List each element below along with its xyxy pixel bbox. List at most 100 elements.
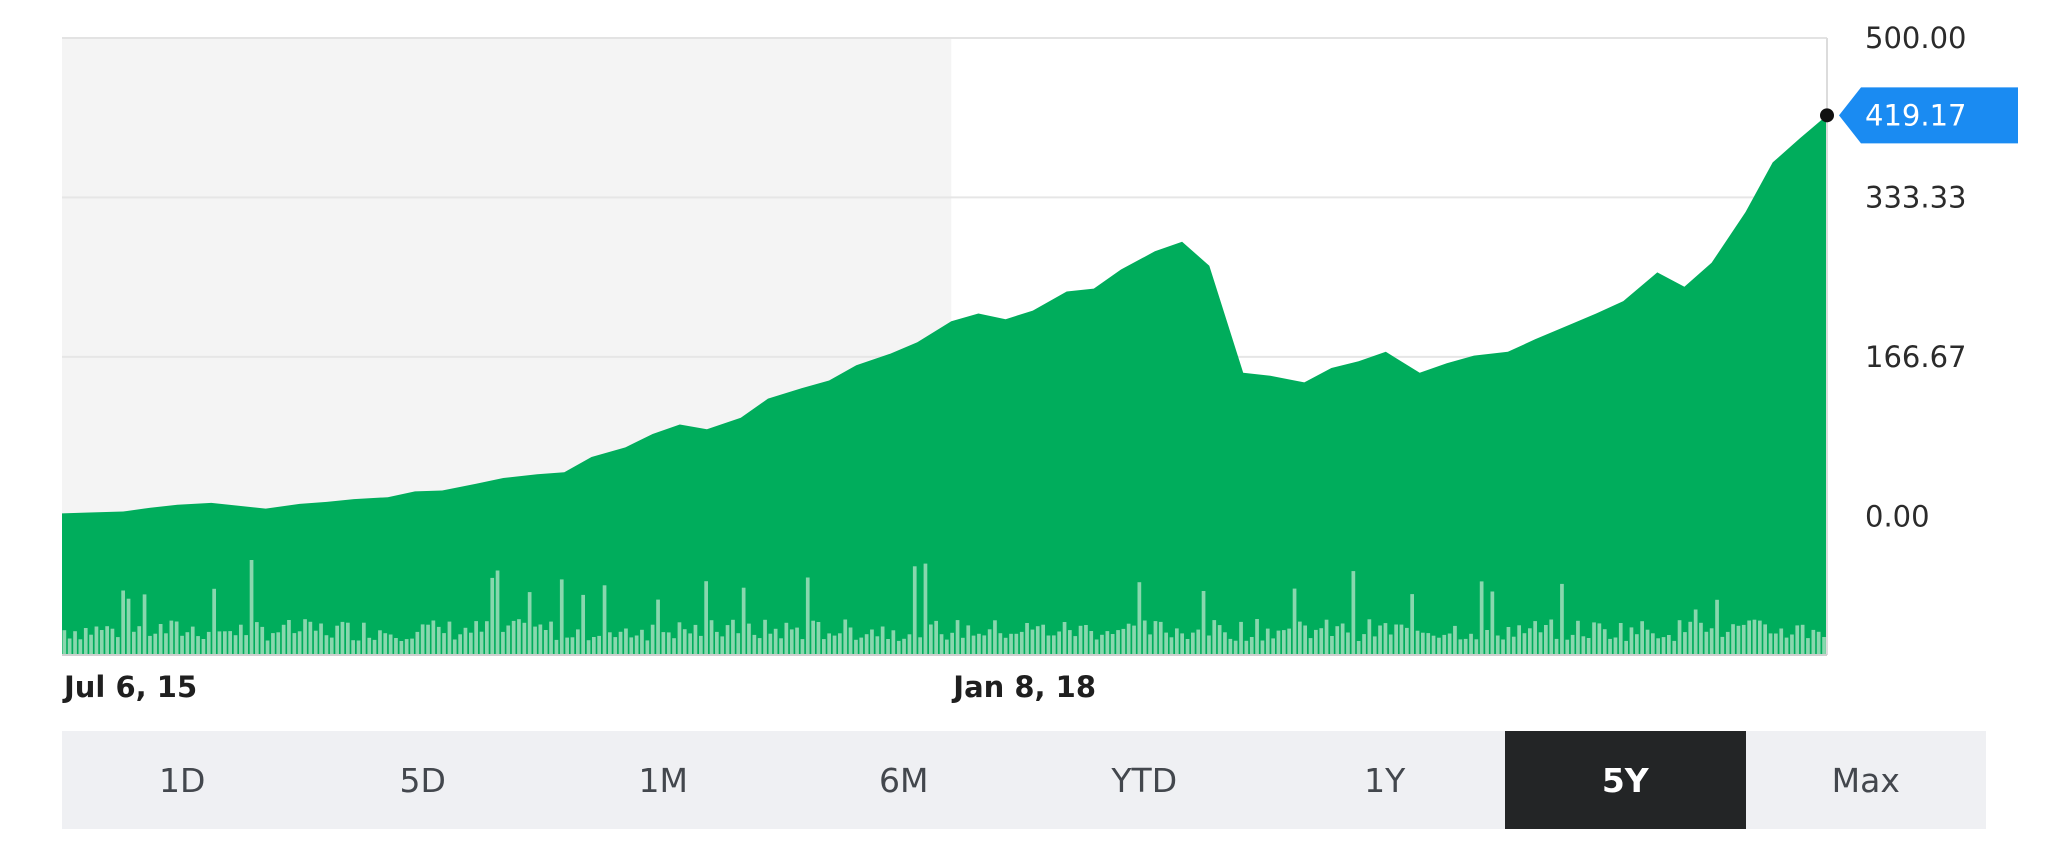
volume-bar	[634, 635, 639, 655]
volume-bar	[271, 633, 275, 655]
volume-bar	[918, 637, 922, 655]
volume-bar	[1073, 636, 1078, 655]
volume-bar	[543, 630, 548, 655]
volume-bar	[1062, 622, 1067, 655]
volume-bar	[533, 626, 537, 655]
volume-bar	[1255, 619, 1259, 655]
volume-bar	[346, 622, 350, 655]
volume-bar	[747, 623, 751, 655]
volume-bar	[340, 621, 345, 655]
x-tick-label: Jul 6, 15	[62, 670, 197, 704]
volume-bar	[725, 625, 730, 655]
volume-bar	[164, 633, 168, 655]
volume-bar	[624, 628, 628, 655]
volume-bar	[709, 620, 714, 655]
volume-bar	[741, 587, 746, 655]
volume-bar	[223, 631, 227, 655]
volume-bar	[1731, 624, 1735, 655]
range-button-1m[interactable]: 1M	[638, 760, 688, 800]
volume-bar	[1560, 583, 1564, 655]
volume-bar	[1340, 623, 1345, 655]
volume-bar	[1314, 629, 1318, 655]
volume-bar	[715, 631, 719, 655]
volume-bar	[158, 624, 163, 655]
range-button-ytd[interactable]: YTD	[1111, 760, 1178, 800]
range-button-5d[interactable]: 5D	[399, 760, 446, 800]
volume-bar	[1699, 622, 1703, 655]
volume-bar	[592, 637, 596, 655]
range-button-1y[interactable]: 1Y	[1364, 760, 1406, 800]
volume-bar	[827, 633, 831, 655]
range-button-1d[interactable]: 1D	[159, 760, 206, 800]
volume-bar	[1437, 637, 1441, 655]
volume-bar	[854, 639, 858, 655]
volume-bar	[110, 628, 115, 655]
volume-bar	[763, 619, 767, 655]
volume-bar	[1330, 636, 1334, 655]
volume-bar	[362, 622, 366, 655]
volume-bar	[843, 619, 848, 655]
volume-bar	[73, 631, 77, 655]
volume-bar	[1715, 599, 1719, 655]
volume-bar	[132, 631, 136, 655]
volume-bar	[1014, 633, 1019, 655]
volume-bar	[1308, 638, 1313, 655]
volume-bar	[1725, 631, 1730, 655]
volume-bar	[576, 629, 580, 655]
volume-bar	[1683, 632, 1687, 655]
volume-bar	[1667, 635, 1671, 655]
volume-bar	[495, 570, 500, 655]
volume-bar	[527, 592, 532, 655]
volume-bar	[1549, 619, 1554, 655]
range-button-max[interactable]: Max	[1831, 760, 1900, 800]
volume-bar	[618, 631, 623, 655]
last-price-dot	[1820, 108, 1834, 123]
volume-bar	[485, 621, 489, 655]
volume-bar	[1372, 636, 1377, 655]
volume-bar	[1720, 636, 1725, 655]
volume-bar	[1244, 640, 1249, 655]
volume-bar	[1335, 626, 1340, 655]
volume-bar	[1367, 619, 1372, 655]
volume-bar	[661, 632, 666, 655]
volume-bar	[458, 634, 462, 655]
volume-bar	[880, 626, 885, 655]
volume-bar	[1415, 630, 1420, 655]
volume-bar	[1319, 628, 1324, 655]
volume-bar	[1602, 629, 1607, 655]
volume-bar	[1121, 628, 1126, 655]
volume-bar	[463, 627, 468, 655]
volume-bar	[228, 631, 232, 655]
volume-bar	[1463, 638, 1468, 655]
volume-bar	[239, 624, 243, 655]
range-button-6m[interactable]: 6M	[879, 760, 929, 800]
volume-bar	[1672, 640, 1677, 655]
volume-bar	[1212, 620, 1217, 655]
volume-bar	[672, 638, 676, 655]
volume-bar	[1474, 639, 1479, 655]
y-tick-label: 500.00	[1865, 21, 1966, 55]
volume-bar	[613, 637, 618, 655]
volume-bar	[656, 599, 660, 655]
range-button-5y[interactable]: 5Y	[1505, 731, 1746, 829]
volume-bar	[538, 624, 543, 655]
volume-bar	[1635, 634, 1639, 655]
volume-bar	[945, 639, 949, 655]
volume-bar	[1003, 637, 1008, 655]
volume-bar	[1030, 629, 1035, 655]
volume-bar	[1303, 625, 1307, 655]
volume-bar	[570, 637, 575, 655]
volume-bar	[185, 632, 190, 655]
volume-bar	[1747, 620, 1751, 655]
volume-bar	[260, 626, 265, 655]
volume-bar	[1196, 629, 1201, 655]
volume-bar	[1453, 625, 1457, 655]
volume-bar	[1175, 628, 1179, 655]
volume-bar	[1656, 638, 1660, 655]
volume-bar	[1704, 631, 1709, 655]
volume-bar	[367, 637, 372, 655]
volume-bar	[1239, 621, 1243, 655]
volume-bar	[822, 639, 826, 655]
volume-bar	[1388, 634, 1393, 655]
volume-bar	[436, 626, 441, 655]
